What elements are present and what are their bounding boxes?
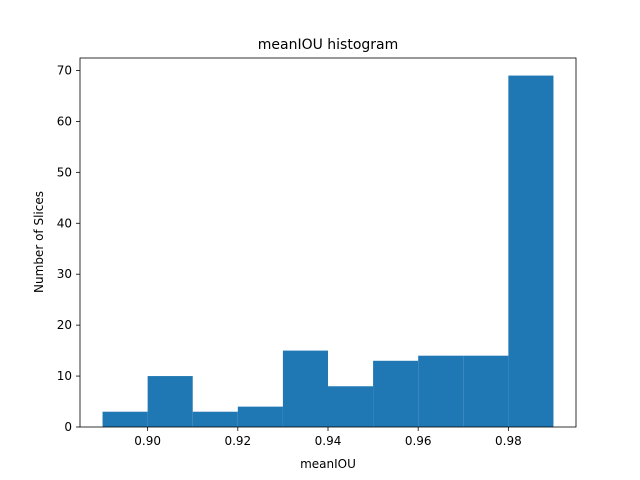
histogram-bar-5 bbox=[328, 386, 374, 427]
histogram-bar-1 bbox=[147, 376, 193, 427]
y-tick-label: 30 bbox=[57, 267, 72, 281]
x-tick-label: 0.96 bbox=[405, 434, 432, 448]
y-tick-label: 70 bbox=[57, 63, 72, 77]
y-tick-label: 40 bbox=[57, 216, 72, 230]
histogram-bar-8 bbox=[463, 355, 509, 427]
histogram-bar-6 bbox=[373, 360, 419, 427]
x-tick-label: 0.98 bbox=[495, 434, 522, 448]
x-tick-label: 0.90 bbox=[134, 434, 161, 448]
x-tick-label: 0.94 bbox=[315, 434, 342, 448]
y-tick-label: 60 bbox=[57, 114, 72, 128]
chart-title: meanIOU histogram bbox=[258, 37, 399, 53]
y-axis-ticks: 0 10 20 30 40 50 60 70 bbox=[57, 63, 80, 434]
histogram-bar-0 bbox=[102, 411, 148, 427]
histogram-bar-2 bbox=[192, 411, 238, 427]
y-tick-label: 20 bbox=[57, 318, 72, 332]
y-axis-label: Number of Slices bbox=[32, 191, 46, 293]
y-tick-label: 10 bbox=[57, 369, 72, 383]
x-axis-label: meanIOU bbox=[300, 457, 356, 471]
histogram-bar-9 bbox=[508, 75, 554, 428]
histogram-bar-3 bbox=[237, 406, 283, 427]
bars-group bbox=[102, 75, 554, 428]
y-tick-label: 0 bbox=[64, 420, 72, 434]
histogram-bar-4 bbox=[282, 350, 328, 427]
x-axis-ticks: 0.90 0.92 0.94 0.96 0.98 bbox=[134, 427, 522, 448]
histogram-bar-7 bbox=[418, 355, 464, 427]
y-tick-label: 50 bbox=[57, 165, 72, 179]
x-tick-label: 0.92 bbox=[224, 434, 251, 448]
